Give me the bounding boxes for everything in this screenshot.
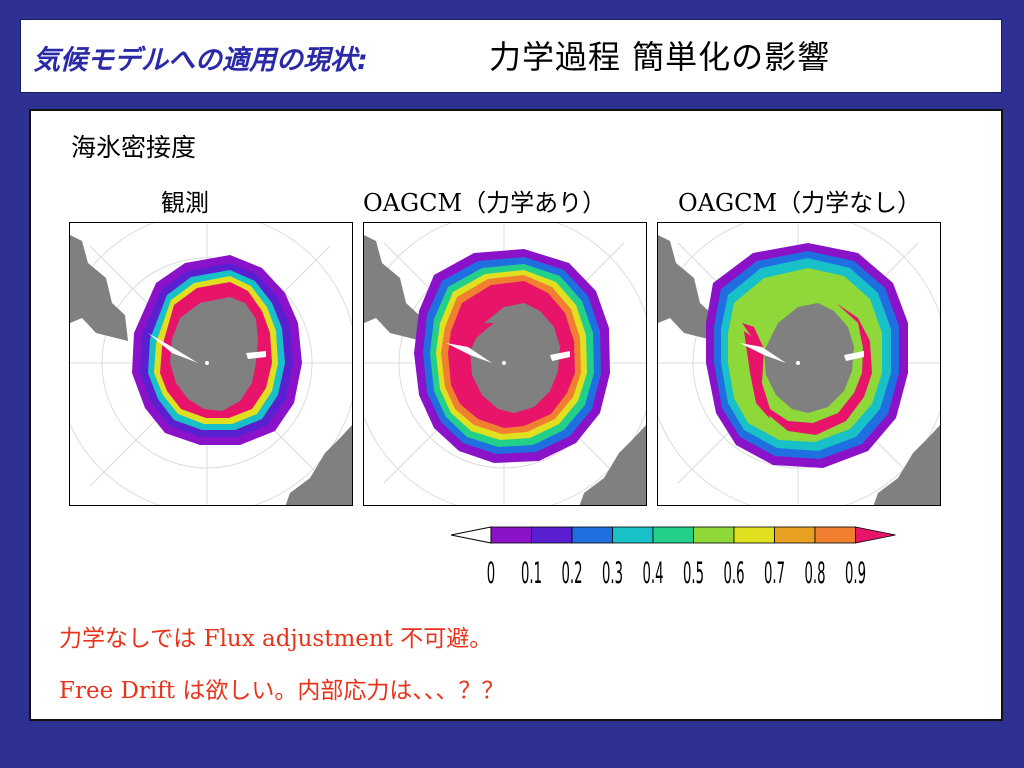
slide-title: 力学過程 簡単化の影響 bbox=[489, 38, 831, 76]
colorbar-tick-label: 0.7 bbox=[764, 557, 785, 591]
colorbar-segment bbox=[814, 526, 856, 544]
colorbar-tick-label: 0.6 bbox=[724, 557, 745, 591]
colorbar-arrow-max bbox=[855, 526, 896, 544]
note-line-1: 力学なしでは Flux adjustment 不可避。 bbox=[59, 626, 493, 652]
map-label-observed: 観測 bbox=[161, 189, 209, 217]
title-bar: 気候モデルへの適用の現状: 力学過程 簡単化の影響 bbox=[20, 19, 1002, 93]
map-observed bbox=[69, 222, 353, 506]
colorbar-segment bbox=[693, 526, 735, 544]
colorbar-tick-label: 0 bbox=[487, 557, 495, 591]
colorbar-segment bbox=[652, 526, 694, 544]
colorbar-segment bbox=[733, 526, 775, 544]
map-oagcm-no-dynamics bbox=[657, 222, 941, 506]
map-label-dynamics: OAGCM（力学あり） bbox=[363, 189, 607, 217]
colorbar-segment bbox=[612, 526, 654, 544]
colorbar-segment bbox=[490, 526, 532, 544]
colorbar-arrow-min bbox=[450, 526, 492, 544]
colorbar-segment bbox=[531, 526, 573, 544]
subtitle: 海氷密接度 bbox=[71, 133, 197, 162]
colorbar-svg: 0 0.1 0.2 0.3 0.4 0.5 0.6 0.7 0.8 0.9 bbox=[450, 526, 896, 591]
colorbar-tick-label: 0.2 bbox=[562, 557, 583, 591]
content-panel: 海氷密接度 観測 OAGCM（力学あり） OAGCM（力学なし） bbox=[29, 109, 1003, 721]
colorbar-tick-label: 0.5 bbox=[683, 557, 704, 591]
map-oagcm-dynamics bbox=[363, 222, 647, 506]
colorbar-segment bbox=[571, 526, 613, 544]
colorbar-tick-label: 0.1 bbox=[521, 557, 542, 591]
colorbar-tick-label: 0.8 bbox=[805, 557, 826, 591]
colorbar: 0 0.1 0.2 0.3 0.4 0.5 0.6 0.7 0.8 0.9 bbox=[450, 525, 911, 599]
slide-title-prefix: 気候モデルへの適用の現状: bbox=[33, 45, 368, 76]
map-label-no-dynamics: OAGCM（力学なし） bbox=[678, 189, 922, 217]
colorbar-segment bbox=[774, 526, 816, 544]
colorbar-tick-label: 0.3 bbox=[602, 557, 623, 591]
colorbar-tick-label: 0.4 bbox=[643, 557, 664, 591]
colorbar-tick-label: 0.9 bbox=[845, 557, 866, 591]
note-line-2: Free Drift は欲しい。内部応力は、、、？？ bbox=[59, 678, 505, 704]
